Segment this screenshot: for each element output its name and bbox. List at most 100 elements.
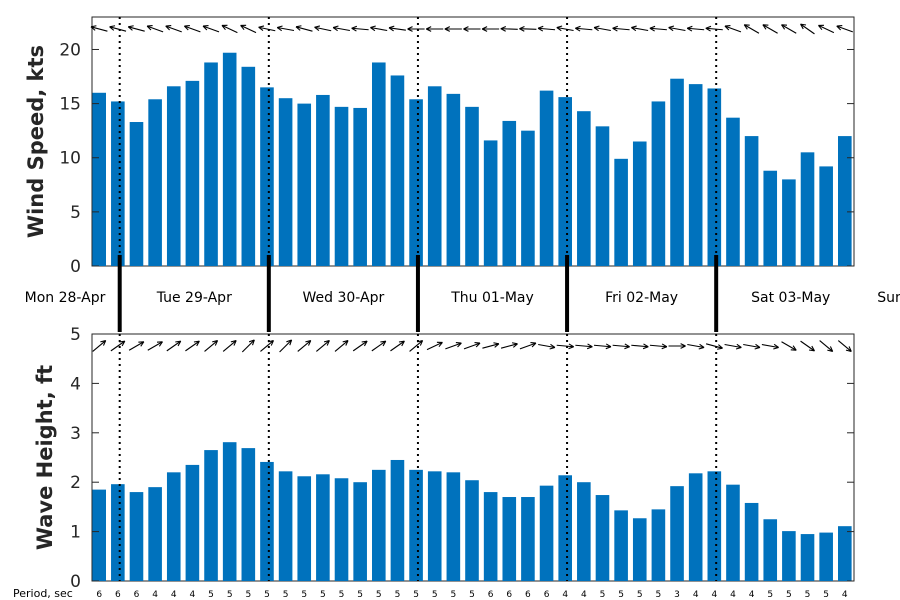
wave-direction-arrow	[185, 340, 200, 352]
wave-bar	[222, 442, 237, 581]
period-value: 5	[432, 590, 438, 600]
wave-bar	[614, 510, 628, 581]
wave-direction-arrow	[426, 341, 443, 351]
wind-direction-arrow	[481, 26, 500, 32]
wind-bar	[372, 62, 386, 266]
wind-bar	[651, 101, 666, 266]
wind-direction-arrow	[276, 25, 295, 32]
wind-speed-panel: 0 5 10 15 20 Wind Speed, kts	[24, 16, 855, 277]
wave-bar	[819, 532, 833, 581]
period-value: 5	[767, 590, 773, 600]
wave-y-axis-title: Wave Height, ft	[33, 365, 57, 550]
period-value: 4	[711, 590, 717, 600]
day-label: Mon 28-Apr	[25, 290, 106, 306]
wind-bar	[614, 158, 628, 266]
period-value: 5	[600, 590, 606, 600]
wind-bar	[670, 78, 684, 267]
wind-direction-arrow	[388, 25, 406, 32]
wave-bar	[502, 497, 517, 581]
wind-direction-arrow	[351, 25, 369, 32]
wind-bar	[427, 86, 442, 266]
period-value: 5	[357, 590, 363, 600]
wave-bar	[409, 469, 423, 581]
period-value: 6	[96, 590, 102, 600]
period-value: 5	[376, 590, 382, 600]
period-value: 4	[842, 590, 848, 600]
wind-direction-arrow	[146, 24, 164, 33]
period-value: 6	[506, 590, 512, 600]
wind-direction-arrow	[743, 24, 760, 34]
wave-direction-arrow	[631, 343, 649, 350]
period-value: 5	[264, 590, 270, 600]
wave-bar	[782, 531, 796, 581]
wave-direction-arrow	[556, 343, 574, 350]
wind-direction-arrow	[165, 24, 182, 33]
wind-bar	[465, 106, 479, 266]
wave-direction-arrow	[668, 343, 686, 349]
midnight-dotted-lines	[118, 17, 718, 581]
wave-bar	[744, 502, 759, 581]
wave-bar	[92, 489, 106, 581]
wind-direction-arrow	[593, 25, 611, 32]
wave-bar	[148, 487, 162, 581]
wave-bar	[838, 526, 852, 581]
period-value: 3	[674, 590, 680, 600]
wind-bar	[838, 136, 852, 266]
wind-bar	[222, 52, 237, 267]
wave-direction-arrow	[463, 341, 481, 350]
period-value: 4	[190, 590, 196, 600]
wave-bar	[521, 497, 535, 581]
wind-direction-arrow	[295, 25, 313, 32]
period-row: Period, sec 6 6 6 4 4 4 5 5 5 5 5 5 5 5 5 5 5 5 5 5 5 6 6 6 6 4 4 5…	[13, 587, 848, 600]
wind-direction-arrow	[202, 24, 220, 33]
wind-direction-arrow	[221, 24, 238, 34]
day-label: Wed 30-Apr	[303, 290, 385, 306]
wind-bar	[92, 92, 106, 266]
wave-direction-arrow	[687, 343, 705, 350]
wave-direction-arrow	[390, 340, 405, 352]
wind-y-tick-label: 5	[70, 203, 81, 223]
period-value: 5	[805, 590, 811, 600]
period-value: 5	[413, 590, 419, 600]
wind-bars	[92, 52, 852, 267]
wave-direction-arrows	[92, 339, 852, 353]
period-value: 5	[656, 590, 662, 600]
period-value: 5	[786, 590, 792, 600]
period-value: 4	[171, 590, 177, 600]
period-value: 4	[693, 590, 699, 600]
wave-bar	[577, 482, 591, 581]
wind-direction-arrow	[109, 25, 127, 32]
wind-bar	[558, 97, 572, 266]
wind-direction-arrow	[575, 25, 593, 32]
wave-height-panel: 0 1 2 3 4 5 Wave Height, ft	[33, 325, 855, 592]
wave-bar	[446, 472, 461, 581]
wave-direction-arrow	[500, 342, 518, 349]
wave-y-tick-label: 1	[70, 523, 81, 543]
period-value: 6	[525, 590, 531, 600]
wind-bar	[446, 93, 461, 267]
wind-direction-arrow	[556, 25, 574, 32]
wind-direction-arrow	[818, 24, 835, 34]
period-value: 6	[134, 590, 140, 600]
wave-bar	[465, 480, 479, 581]
period-value: 5	[301, 590, 307, 600]
wind-y-axis-title: Wind Speed, kts	[24, 45, 48, 238]
day-label: Tue 29-Apr	[156, 290, 232, 306]
wind-bar	[800, 152, 815, 266]
wind-bar	[483, 140, 498, 266]
wave-direction-arrow	[334, 340, 349, 352]
wind-y-tick-label: 20	[59, 40, 81, 60]
wave-direction-arrow	[222, 340, 237, 352]
wind-direction-arrow	[314, 25, 332, 32]
wind-direction-arrows	[90, 23, 853, 35]
wind-direction-arrow	[631, 25, 649, 32]
day-label: Sat 03-May	[751, 290, 830, 306]
wind-bar	[819, 166, 833, 266]
wind-direction-arrow	[407, 26, 425, 32]
wave-bar	[260, 461, 274, 581]
wind-bar	[688, 84, 703, 267]
wind-bar	[353, 107, 367, 266]
wave-direction-arrow	[593, 343, 612, 350]
wind-direction-arrow	[332, 25, 350, 32]
period-value: 4	[562, 590, 568, 600]
